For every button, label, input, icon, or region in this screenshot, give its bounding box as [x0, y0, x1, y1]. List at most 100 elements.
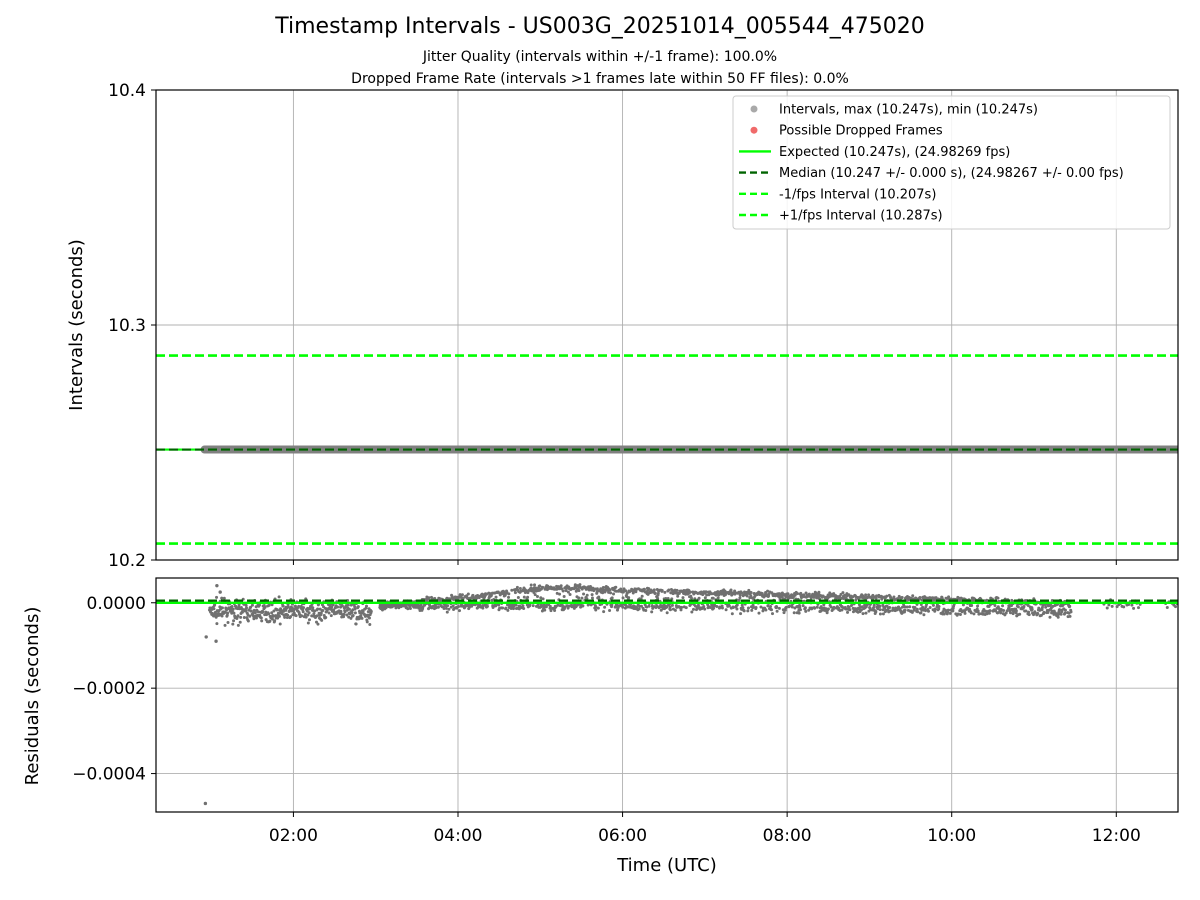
legend-marker-1	[750, 126, 758, 134]
residual-point	[1048, 615, 1052, 619]
residual-point	[644, 609, 648, 613]
residual-point	[985, 612, 989, 616]
residual-point	[564, 589, 568, 593]
residual-point	[624, 589, 628, 593]
residual-point	[847, 605, 851, 609]
residual-point	[1001, 604, 1005, 608]
residual-point	[627, 596, 631, 600]
residual-point	[272, 609, 276, 613]
top-y-tick-label-2: 10.4	[108, 81, 146, 101]
residual-point	[608, 588, 612, 592]
residual-point	[927, 609, 931, 613]
residual-point	[1018, 612, 1022, 616]
residual-point	[267, 603, 271, 607]
residual-point	[1008, 611, 1012, 615]
residual-point	[667, 588, 671, 592]
residual-point	[563, 605, 567, 609]
residual-point	[513, 591, 517, 595]
residual-point	[253, 611, 257, 615]
legend-label-2: Expected (10.247s), (24.98269 fps)	[779, 145, 1010, 160]
bottom-y-tick-label-1: −0.0002	[72, 679, 146, 699]
residual-point	[408, 607, 412, 611]
residual-point	[533, 593, 537, 597]
top-plot-area	[156, 354, 1178, 545]
residual-point	[346, 603, 350, 607]
residual-point	[963, 611, 967, 615]
residual-point	[578, 583, 582, 587]
residual-point	[1033, 610, 1037, 614]
residual-point	[770, 612, 774, 616]
residual-point	[320, 618, 324, 622]
residual-point	[1037, 606, 1041, 610]
residual-point	[466, 597, 470, 601]
residual-point	[784, 605, 788, 609]
residual-point	[315, 614, 319, 618]
residual-point	[1039, 613, 1043, 617]
residual-outlier-point-1	[214, 639, 218, 643]
residual-point	[316, 622, 320, 626]
residual-point	[653, 591, 657, 595]
chart-subtitle-jitter: Jitter Quality (intervals within +/-1 fr…	[422, 49, 778, 65]
residual-point	[874, 596, 878, 600]
residual-point	[861, 612, 865, 616]
residual-point	[307, 611, 311, 615]
residual-point	[1044, 605, 1048, 609]
residual-point	[642, 587, 646, 591]
residual-point	[810, 606, 814, 610]
residual-point	[299, 604, 303, 608]
residual-point	[608, 608, 612, 612]
legend: Intervals, max (10.247s), min (10.247s) P…	[732, 95, 1171, 230]
residual-point	[1011, 612, 1015, 616]
residual-point	[250, 603, 254, 607]
residual-point	[515, 585, 519, 589]
residual-point	[690, 610, 694, 614]
residual-point	[730, 612, 734, 616]
residual-point	[942, 612, 946, 616]
residual-point	[590, 596, 594, 600]
legend-label-1: Possible Dropped Frames	[779, 124, 943, 139]
residual-point	[818, 597, 822, 601]
residual-point	[327, 611, 331, 615]
x-tick-label-2: 06:00	[598, 826, 647, 846]
residual-point	[919, 611, 923, 615]
residual-point	[799, 596, 803, 600]
residual-point	[232, 611, 236, 615]
residual-point	[875, 594, 879, 598]
residual-point	[445, 610, 449, 614]
residual-point	[522, 595, 526, 599]
residual-point	[626, 605, 630, 609]
residual-point	[610, 596, 614, 600]
residual-point	[1110, 604, 1114, 608]
residual-point	[775, 605, 779, 609]
residual-point	[256, 610, 260, 614]
residual-point	[872, 606, 876, 610]
legend-label-5: +1/fps Interval (10.287s)	[779, 209, 943, 224]
residual-point	[898, 607, 902, 611]
residual-point	[300, 614, 304, 618]
residual-point	[787, 604, 791, 608]
residual-point	[249, 609, 253, 613]
residual-point	[697, 596, 701, 600]
residual-point	[610, 603, 614, 607]
residual-point	[878, 608, 882, 612]
residual-point	[897, 594, 901, 598]
residual-point	[254, 605, 258, 609]
residual-point	[286, 613, 290, 617]
residual-point	[1042, 610, 1046, 614]
residual-point	[555, 591, 559, 595]
residual-point	[1165, 605, 1169, 609]
residual-point	[347, 615, 351, 619]
residual-point	[972, 612, 976, 616]
bottom-axes-frame	[155, 577, 1179, 813]
residual-point	[215, 622, 219, 626]
residual-point	[244, 609, 248, 613]
residual-point	[363, 614, 367, 618]
residual-point	[289, 615, 293, 619]
residual-point	[749, 591, 753, 595]
residual-point	[999, 611, 1003, 615]
residual-point	[343, 610, 347, 614]
residual-point	[888, 606, 892, 610]
residual-point	[815, 605, 819, 609]
residual-point	[456, 604, 460, 608]
residual-point	[1122, 605, 1126, 609]
